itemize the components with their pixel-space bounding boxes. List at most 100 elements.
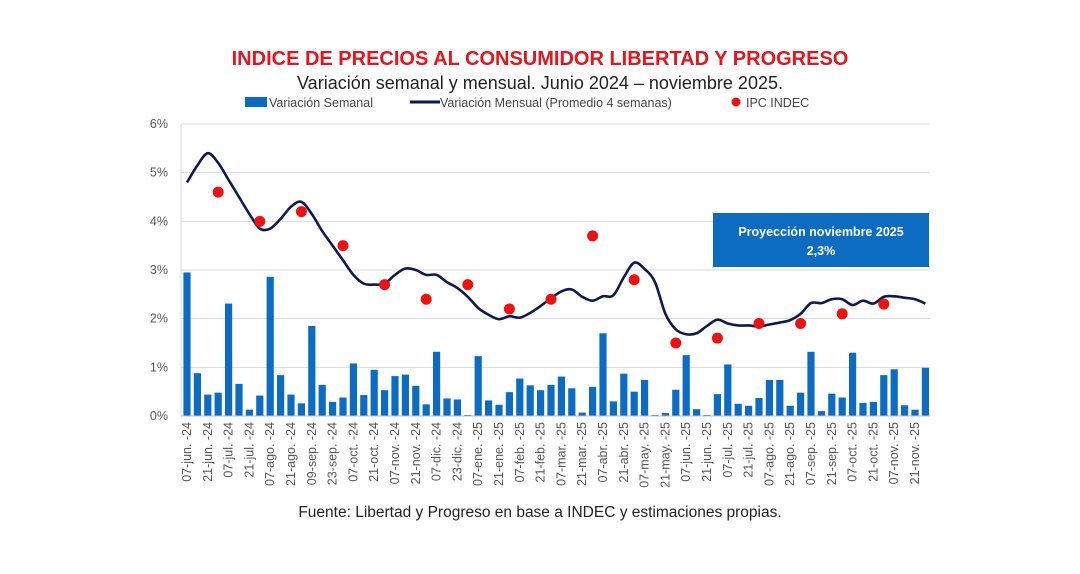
weekly-bar [828, 393, 836, 416]
weekly-bar [661, 413, 669, 416]
weekly-bar [193, 373, 201, 416]
weekly-bar [745, 405, 753, 416]
weekly-bar [537, 390, 545, 416]
x-tick-label: 07-oct. -25 [846, 422, 860, 482]
x-tick-label: 07-ago. -25 [762, 422, 776, 486]
ipc-indec-point [462, 279, 474, 291]
weekly-bar [641, 379, 649, 416]
weekly-bar [360, 395, 368, 416]
ipc-indec-point [670, 337, 682, 349]
ipc-indec-point [878, 298, 890, 310]
x-tick-label: 07-jul. -25 [721, 422, 735, 478]
weekly-bar [256, 395, 264, 416]
weekly-bar [838, 397, 846, 416]
weekly-bar [672, 389, 680, 416]
x-tick-label: 21-ago. -24 [284, 422, 298, 486]
x-tick-label: 21-sep. -25 [825, 422, 839, 485]
weekly-bar [599, 333, 607, 416]
chart-title: INDICE DE PRECIOS AL CONSUMIDOR LIBERTAD… [232, 48, 849, 70]
weekly-bar [921, 367, 929, 416]
weekly-bar [204, 394, 212, 416]
weekly-bar [807, 351, 815, 416]
x-tick-label: 21-jun. -24 [201, 422, 215, 482]
x-tick-label: 07-jul. -24 [222, 422, 236, 478]
x-tick-label: 21-may. -25 [658, 422, 672, 488]
weekly-bar [547, 384, 555, 416]
weekly-bar [734, 403, 742, 416]
weekly-bar [682, 355, 690, 416]
weekly-bar [266, 276, 274, 416]
weekly-bar [609, 401, 617, 416]
x-tick-label: 07-mar. -25 [554, 422, 568, 486]
weekly-bar [308, 325, 316, 416]
x-tick-label: 21-feb. -25 [534, 422, 548, 483]
chart-subtitle: Variación semanal y mensual. Junio 2024 … [297, 73, 783, 93]
ipc-indec-point [337, 240, 349, 252]
weekly-bar [526, 385, 534, 416]
weekly-bar [578, 412, 586, 416]
weekly-bar [568, 388, 576, 416]
weekly-bar [183, 272, 191, 416]
weekly-bar [713, 394, 721, 416]
legend-bar-swatch [245, 97, 267, 107]
weekly-bar [485, 400, 493, 416]
x-tick-label: 07-nov. -24 [388, 422, 402, 484]
ipc-indec-point [545, 293, 557, 305]
source-note: Fuente: Libertad y Progreso en base a IN… [298, 504, 781, 521]
weekly-bar [329, 401, 337, 416]
ipc-indec-point [254, 215, 266, 227]
x-tick-label: 07-nov. -25 [887, 422, 901, 484]
weekly-bar [776, 379, 784, 416]
legend-label-monthly: Variación Mensual (Promedio 4 semanas) [440, 96, 672, 110]
y-tick-label: 1% [150, 360, 168, 374]
weekly-bar [630, 391, 638, 416]
x-tick-label: 07-ago. -24 [263, 422, 277, 486]
x-tick-label: 21-oct. -25 [866, 422, 880, 482]
ipc-indec-point [379, 279, 391, 291]
x-tick-label: 21-oct. -24 [367, 422, 381, 482]
weekly-bar [880, 375, 888, 416]
ipc-indec-point [212, 186, 224, 198]
legend-label-ipc: IPC INDEC [746, 96, 809, 110]
ipc-indec-point [503, 303, 515, 315]
x-tick-label: 23-dic. -24 [450, 422, 464, 481]
weekly-bar [225, 303, 233, 416]
ipc-indec-point [711, 332, 723, 344]
x-tick-label: 21-jul. -24 [242, 422, 256, 478]
x-tick-label: 23-sep. -24 [326, 422, 340, 485]
y-tick-label: 6% [150, 117, 168, 131]
weekly-bar [339, 397, 347, 416]
ipc-indec-point [753, 318, 765, 330]
x-tick-label: 21-nov. -25 [908, 422, 922, 484]
x-tick-label: 21-nov. -24 [409, 422, 423, 484]
ipc-indec-point [795, 318, 807, 330]
weekly-bar [422, 404, 430, 416]
legend-dot-swatch [731, 97, 741, 107]
weekly-bar [443, 398, 451, 416]
weekly-bar [797, 392, 805, 416]
x-tick-label: 07-jun. -25 [679, 422, 693, 482]
weekly-bar [693, 409, 701, 416]
x-tick-label: 21-mar. -25 [575, 422, 589, 486]
y-tick-label: 2% [150, 312, 168, 326]
ipc-indec-point [587, 230, 599, 242]
x-tick-label: 07-dic. -24 [430, 422, 444, 481]
x-tick-label: 07-abr. -25 [596, 422, 610, 483]
weekly-bar [516, 378, 524, 416]
weekly-bar [755, 397, 763, 416]
weekly-bar [297, 403, 305, 416]
weekly-bar [890, 369, 898, 416]
x-tick-label: 07-may. -25 [638, 422, 652, 488]
weekly-bar [557, 376, 565, 416]
legend: Variación Semanal Variación Mensual (Pro… [245, 96, 809, 110]
y-tick-label: 4% [150, 214, 168, 228]
x-tick-label: 21-jul. -25 [742, 422, 756, 478]
weekly-bar [214, 392, 222, 416]
weekly-bar [765, 379, 773, 416]
weekly-bar [817, 411, 825, 416]
weekly-bar [370, 369, 378, 416]
weekly-bar [349, 363, 357, 416]
weekly-bar [391, 376, 399, 416]
x-tick-label: 07-sep. -25 [804, 422, 818, 485]
weekly-bar [401, 374, 409, 416]
